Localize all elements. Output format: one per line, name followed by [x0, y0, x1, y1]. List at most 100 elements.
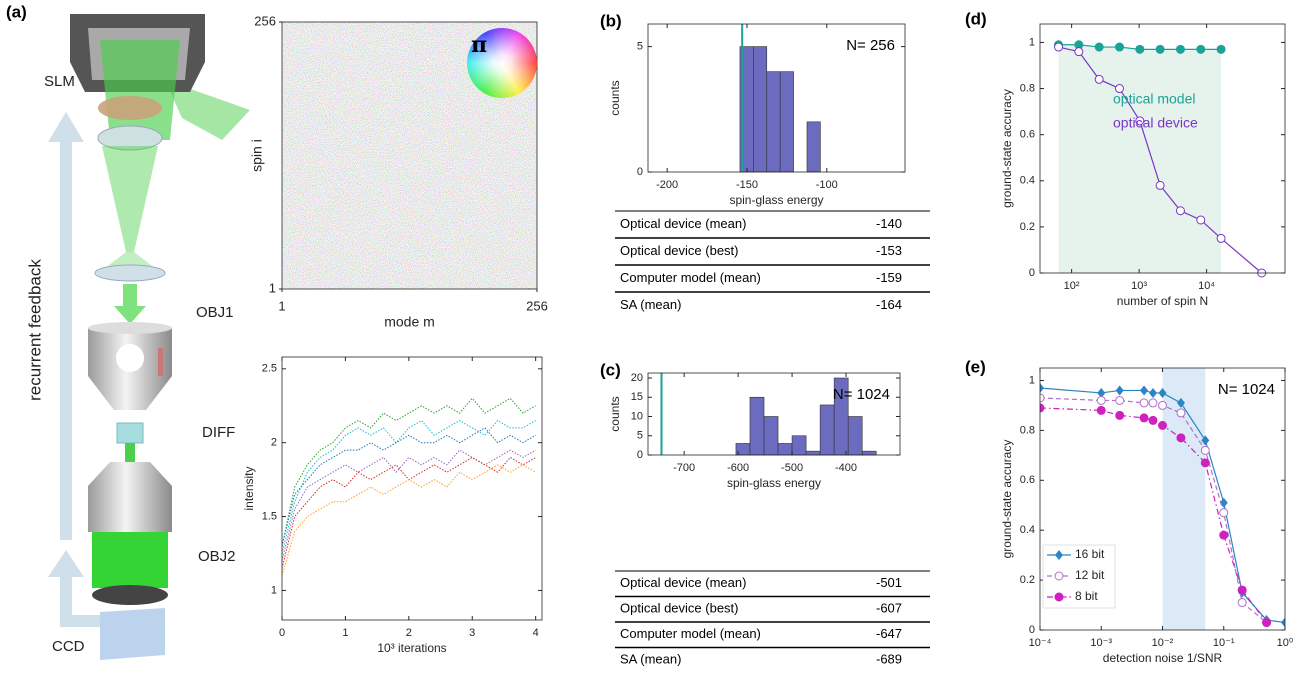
- component-label: CCD: [52, 638, 85, 655]
- y-tick-label: 0: [637, 449, 643, 461]
- table-cell: Computer model (mean): [620, 626, 761, 641]
- table-cell: -153: [876, 243, 902, 258]
- marker: [1115, 395, 1125, 405]
- histogram-bar: [766, 71, 781, 173]
- marker: [1196, 44, 1206, 54]
- marker: [1140, 385, 1149, 396]
- marker: [1175, 206, 1185, 216]
- x-tick-label: 10⁻¹: [1213, 637, 1235, 649]
- marker: [1158, 400, 1167, 410]
- beam: [102, 146, 158, 252]
- legend-label: 8 bit: [1075, 589, 1098, 603]
- histogram-bar: [749, 396, 765, 456]
- plot-frame: [647, 372, 901, 456]
- y-tick-label: 1: [269, 280, 276, 295]
- beam-arrow: [123, 284, 137, 308]
- marker: [1200, 458, 1210, 468]
- x-tick-label: 10⁰: [1277, 637, 1294, 649]
- objective-mark: [158, 348, 163, 376]
- marker: [1139, 413, 1149, 423]
- marker: [1040, 403, 1045, 413]
- y-tick-label: 2.5: [262, 363, 277, 375]
- y-axis-label: counts: [608, 396, 622, 431]
- return-arrow: [60, 575, 72, 627]
- table-cell: -164: [876, 297, 902, 312]
- x-tick-label: -600: [727, 462, 749, 474]
- marker: [1216, 233, 1226, 243]
- marker: [1158, 420, 1167, 430]
- plot-area: [1054, 40, 1267, 278]
- x-tick-label: 0: [279, 627, 285, 639]
- y-tick-label: 5: [637, 40, 643, 52]
- table-cell: SA (mean): [620, 297, 681, 312]
- y-axis-label: spin i: [249, 139, 265, 172]
- area: [1058, 44, 1222, 273]
- marker: [1148, 398, 1158, 408]
- table-cell: Optical device (best): [620, 243, 739, 258]
- x-axis-label: spin-glass energy: [729, 193, 823, 207]
- x-axis-label: number of spin N: [1117, 294, 1208, 308]
- table-cell: -647: [876, 626, 902, 641]
- x-tick-label: -400: [835, 462, 857, 474]
- beam: [165, 80, 250, 140]
- histogram-bar: [847, 416, 863, 456]
- return-arrow: [60, 615, 105, 627]
- return-arrow-head: [48, 550, 84, 577]
- marker: [1237, 598, 1247, 608]
- marker: [1094, 74, 1104, 84]
- objective: [88, 322, 172, 334]
- y-tick-label: 0.4: [1020, 175, 1035, 187]
- panel-label: (d): [965, 9, 987, 28]
- plot-frame: [281, 356, 543, 621]
- marker: [1115, 385, 1124, 396]
- marker: [1094, 42, 1104, 52]
- y-tick-label: 0: [1029, 267, 1035, 279]
- marker: [1158, 387, 1167, 398]
- annotation: N= 1024: [1218, 381, 1275, 398]
- histogram-bar: [791, 435, 807, 456]
- y-tick-label: 2: [271, 437, 277, 449]
- y-axis-label: intensity: [242, 466, 256, 510]
- lens: [98, 96, 162, 120]
- marker: [1096, 395, 1106, 405]
- marker: [1219, 530, 1229, 540]
- marker: [1115, 410, 1125, 420]
- lens: [97, 125, 163, 151]
- marker: [1074, 47, 1084, 57]
- x-tick-label: 1: [342, 627, 348, 639]
- panel-label: (c): [600, 360, 621, 379]
- x-tick-label: 10⁻³: [1090, 637, 1112, 649]
- table-cell: -501: [876, 575, 902, 590]
- table-cell: Optical device (mean): [620, 575, 746, 590]
- table-cell: -159: [876, 270, 902, 285]
- beam: [100, 40, 180, 140]
- histogram-bar: [819, 404, 835, 456]
- component-label: DIFF: [202, 424, 235, 441]
- annotation: N= 256: [846, 37, 895, 54]
- objective: [88, 376, 172, 410]
- marker: [1040, 393, 1045, 403]
- plot-frame: [281, 21, 538, 290]
- x-tick-label: 2: [406, 627, 412, 639]
- x-tick-label: 10⁻²: [1152, 637, 1174, 649]
- x-tick-label: -150: [736, 179, 758, 191]
- marker: [1149, 387, 1158, 398]
- marker: [1114, 42, 1124, 52]
- x-axis-label: spin-glass energy: [727, 476, 821, 490]
- y-tick-label: 0.6: [1020, 474, 1035, 486]
- legend-label: optical device: [1113, 115, 1198, 131]
- legend-label: 12 bit: [1075, 568, 1105, 582]
- marker: [1096, 405, 1106, 415]
- glow: [116, 344, 144, 372]
- ccd-mount: [92, 585, 168, 605]
- feedback-label: recurrent feedback: [25, 259, 44, 401]
- histogram-bar: [763, 416, 779, 456]
- series-line: [282, 456, 536, 569]
- plot-area: [660, 373, 877, 456]
- marker: [1216, 44, 1226, 54]
- x-tick-label: 256: [526, 298, 548, 313]
- marker: [1148, 415, 1158, 425]
- y-tick-label: 10: [631, 410, 643, 422]
- annotation: N= 1024: [833, 386, 890, 403]
